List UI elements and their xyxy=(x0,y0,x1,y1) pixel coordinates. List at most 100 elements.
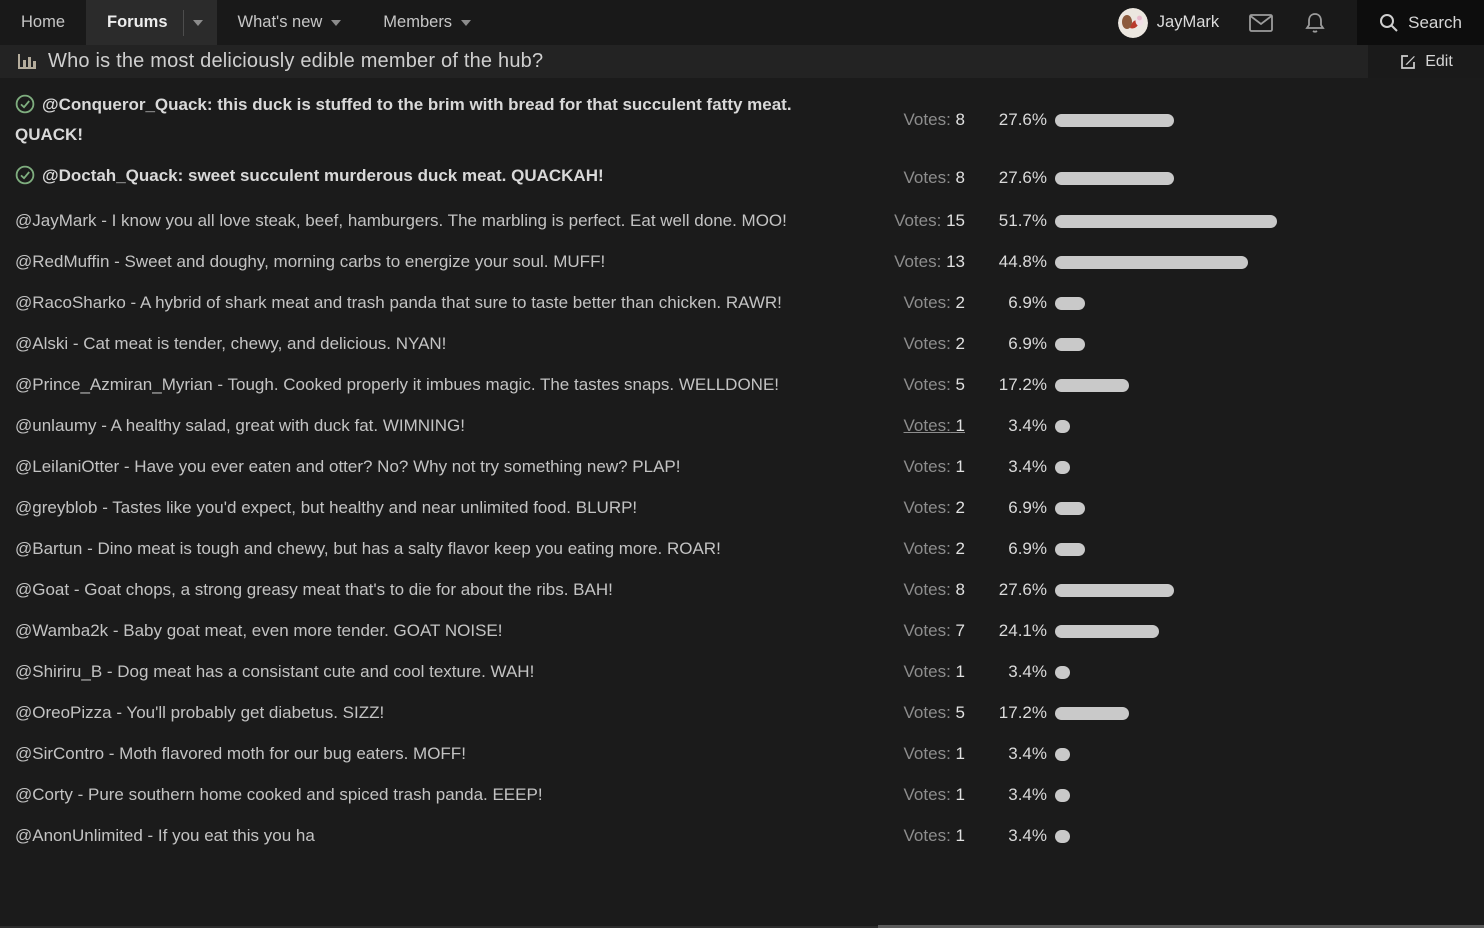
poll-option-votes-link[interactable]: Votes: 8 xyxy=(860,168,965,188)
poll-option-row: @AnonUnlimited - If you eat this you ha V… xyxy=(15,823,1484,849)
tab-divider xyxy=(182,9,184,36)
poll-option-label: @JayMark - I know you all love steak, be… xyxy=(15,211,787,230)
poll-option-text: @Doctah_Quack: sweet succulent murderous… xyxy=(15,163,860,193)
votes-label: Votes: xyxy=(903,662,951,681)
poll-option-percent: 6.9% xyxy=(1008,293,1047,312)
edit-icon xyxy=(1401,54,1416,69)
poll-option-text: @greyblob - Tastes like you'd expect, bu… xyxy=(15,495,860,521)
poll-option-row: @Shiriru_B - Dog meat has a consistant c… xyxy=(15,659,1484,685)
poll-option-bar xyxy=(1055,706,1129,720)
poll-option-votes-link[interactable]: Votes: 2 xyxy=(860,293,965,313)
poll-option-bar xyxy=(1055,665,1070,679)
poll-option-votes-link[interactable]: Votes: 5 xyxy=(860,375,965,395)
votes-label: Votes: xyxy=(903,539,951,558)
poll-option-bar-track xyxy=(1055,788,1484,802)
poll-option-votes-link[interactable]: Votes: 1 xyxy=(860,744,965,764)
nav-members-label: Members xyxy=(383,13,453,31)
chevron-down-icon[interactable] xyxy=(192,19,203,26)
poll-option-row: @RedMuffin - Sweet and doughy, morning c… xyxy=(15,249,1484,275)
poll-chart-icon xyxy=(18,53,36,69)
poll-option-votes-link[interactable]: Votes: 15 xyxy=(860,211,965,231)
nav-home[interactable]: Home xyxy=(0,0,86,45)
poll-option-label: @Bartun - Dino meat is tough and chewy, … xyxy=(15,539,721,558)
chevron-down-icon[interactable] xyxy=(331,19,342,26)
votes-count: 5 xyxy=(955,703,965,722)
poll-option-bar-track xyxy=(1055,255,1484,269)
inbox-button[interactable] xyxy=(1233,0,1289,45)
voted-check-icon xyxy=(15,165,35,193)
poll-option-votes-link[interactable]: Votes: 1 xyxy=(860,662,965,682)
poll-option-votes-link[interactable]: Votes: 8 xyxy=(860,110,965,130)
poll-option-label: @Alski - Cat meat is tender, chewy, and … xyxy=(15,334,447,353)
votes-count: 7 xyxy=(955,621,965,640)
poll-option-text: @SirContro - Moth flavored moth for our … xyxy=(15,741,860,767)
poll-option-votes-link[interactable]: Votes: 2 xyxy=(860,539,965,559)
nav-whats-new[interactable]: What's new xyxy=(217,0,363,45)
poll-option-bar xyxy=(1055,788,1070,802)
poll-option-row: @Alski - Cat meat is tender, chewy, and … xyxy=(15,331,1484,357)
poll-option-percent: 3.4% xyxy=(1008,457,1047,476)
poll-option-bar xyxy=(1055,624,1159,638)
poll-option-percent: 6.9% xyxy=(1008,334,1047,353)
poll-option-votes-link[interactable]: Votes: 2 xyxy=(860,334,965,354)
poll-option-percent: 17.2% xyxy=(998,703,1047,722)
poll-option-row: @Bartun - Dino meat is tough and chewy, … xyxy=(15,536,1484,562)
poll-option-bar-track xyxy=(1055,337,1484,351)
poll-options-list: @Conqueror_Quack: this duck is stuffed t… xyxy=(0,78,1484,849)
poll-option-votes-link[interactable]: Votes: 13 xyxy=(860,252,965,272)
poll-option-votes-link[interactable]: Votes: 2 xyxy=(860,498,965,518)
poll-option-row: @unlaumy - A healthy salad, great with d… xyxy=(15,413,1484,439)
poll-option-row: @Prince_Azmiran_Myrian - Tough. Cooked p… xyxy=(15,372,1484,398)
poll-option-label: @Corty - Pure southern home cooked and s… xyxy=(15,785,543,804)
poll-option-row: @Wamba2k - Baby goat meat, even more ten… xyxy=(15,618,1484,644)
nav-forums-label: Forums xyxy=(107,13,168,31)
poll-option-bar xyxy=(1055,113,1174,127)
poll-option-bar-track xyxy=(1055,747,1484,761)
votes-count: 1 xyxy=(955,416,965,435)
poll-option-votes-link[interactable]: Votes: 8 xyxy=(860,580,965,600)
poll-option-votes-link[interactable]: Votes: 1 xyxy=(860,785,965,805)
poll-option-bar-track xyxy=(1055,665,1484,679)
votes-count: 1 xyxy=(955,457,965,476)
poll-option-text: @Conqueror_Quack: this duck is stuffed t… xyxy=(15,92,860,148)
poll-option-label: @Prince_Azmiran_Myrian - Tough. Cooked p… xyxy=(15,375,780,394)
votes-label: Votes: xyxy=(903,293,951,312)
poll-option-label: @SirContro - Moth flavored moth for our … xyxy=(15,744,466,763)
nav-forums[interactable]: Forums xyxy=(86,0,217,45)
poll-option-text: @Wamba2k - Baby goat meat, even more ten… xyxy=(15,618,860,644)
nav-members[interactable]: Members xyxy=(362,0,492,45)
avatar[interactable] xyxy=(1117,7,1148,38)
nav-left: Home Forums What's new Members xyxy=(0,0,492,45)
poll-option-percent: 17.2% xyxy=(998,375,1047,394)
votes-label: Votes: xyxy=(903,703,951,722)
votes-count: 1 xyxy=(955,662,965,681)
poll-option-row: @greyblob - Tastes like you'd expect, bu… xyxy=(15,495,1484,521)
poll-option-votes-link[interactable]: Votes: 7 xyxy=(860,621,965,641)
votes-label: Votes: xyxy=(903,334,951,353)
votes-count: 1 xyxy=(955,826,965,845)
poll-option-votes-link[interactable]: Votes: 5 xyxy=(860,703,965,723)
poll-option-label: @Wamba2k - Baby goat meat, even more ten… xyxy=(15,621,503,640)
search-button[interactable]: Search xyxy=(1357,0,1484,45)
poll-option-percent: 44.8% xyxy=(998,252,1047,271)
votes-count: 8 xyxy=(955,168,965,187)
votes-count: 8 xyxy=(955,580,965,599)
votes-label: Votes: xyxy=(903,826,951,845)
search-label: Search xyxy=(1408,12,1462,32)
edit-button[interactable]: Edit xyxy=(1399,53,1453,71)
poll-option-label: @RacoSharko - A hybrid of shark meat and… xyxy=(15,293,782,312)
username-label: JayMark xyxy=(1156,13,1220,31)
poll-option-votes-link[interactable]: Votes: 1 xyxy=(860,826,965,846)
poll-option-bar xyxy=(1055,460,1070,474)
poll-title: Who is the most deliciously edible membe… xyxy=(48,50,544,72)
user-menu[interactable]: JayMark xyxy=(1104,0,1233,45)
poll-option-votes-link[interactable]: Votes: 1 xyxy=(860,416,965,436)
poll-option-label: @Goat - Goat chops, a strong greasy meat… xyxy=(15,580,613,599)
poll-option-bar-track xyxy=(1055,501,1484,515)
poll-option-percent: 27.6% xyxy=(998,110,1047,129)
poll-option-votes-link[interactable]: Votes: 1 xyxy=(860,457,965,477)
votes-count: 1 xyxy=(955,744,965,763)
chevron-down-icon[interactable] xyxy=(461,19,472,26)
poll-option-bar-track xyxy=(1055,171,1484,185)
alerts-button[interactable] xyxy=(1289,0,1341,45)
